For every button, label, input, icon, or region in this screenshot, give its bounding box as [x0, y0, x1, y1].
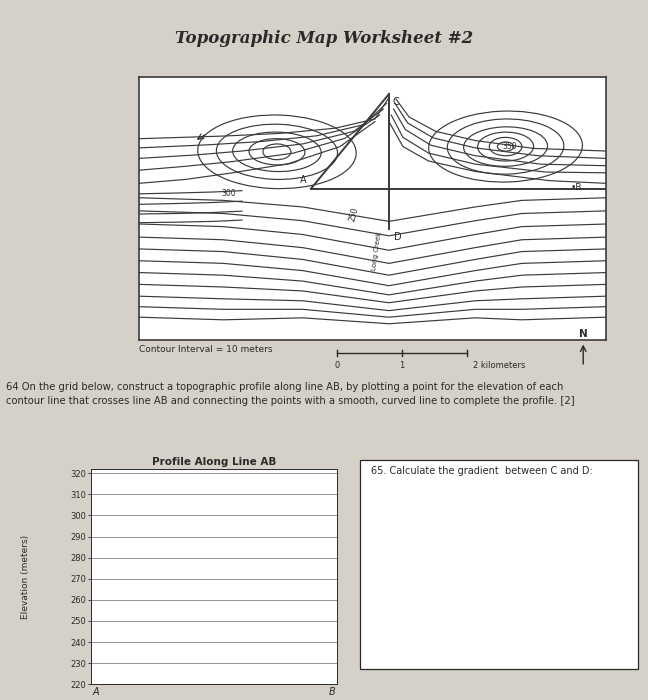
Text: A: A — [300, 174, 307, 185]
Text: Long Creek: Long Creek — [371, 232, 382, 272]
Text: Topographic Map Worksheet #2: Topographic Map Worksheet #2 — [175, 30, 473, 47]
Text: N: N — [579, 329, 588, 339]
Bar — [360, 460, 638, 668]
Text: 2 kilometers: 2 kilometers — [473, 361, 526, 370]
Text: 350: 350 — [502, 141, 516, 150]
Text: 1: 1 — [399, 361, 404, 370]
Text: 300: 300 — [221, 189, 236, 198]
Text: 64 On the grid below, construct a topographic profile along line AB, by plotting: 64 On the grid below, construct a topogr… — [6, 382, 575, 406]
Text: C: C — [393, 97, 399, 106]
Text: 65. Calculate the gradient  between C and D:: 65. Calculate the gradient between C and… — [371, 466, 593, 477]
Text: A: A — [92, 687, 98, 697]
Text: Contour Interval = 10 meters: Contour Interval = 10 meters — [139, 346, 273, 354]
Text: 0: 0 — [334, 361, 340, 370]
Text: •B: •B — [571, 183, 583, 192]
Text: B: B — [329, 687, 336, 697]
Text: D: D — [393, 232, 401, 242]
Text: Elevation (meters): Elevation (meters) — [21, 535, 30, 619]
Text: 250: 250 — [348, 206, 360, 223]
